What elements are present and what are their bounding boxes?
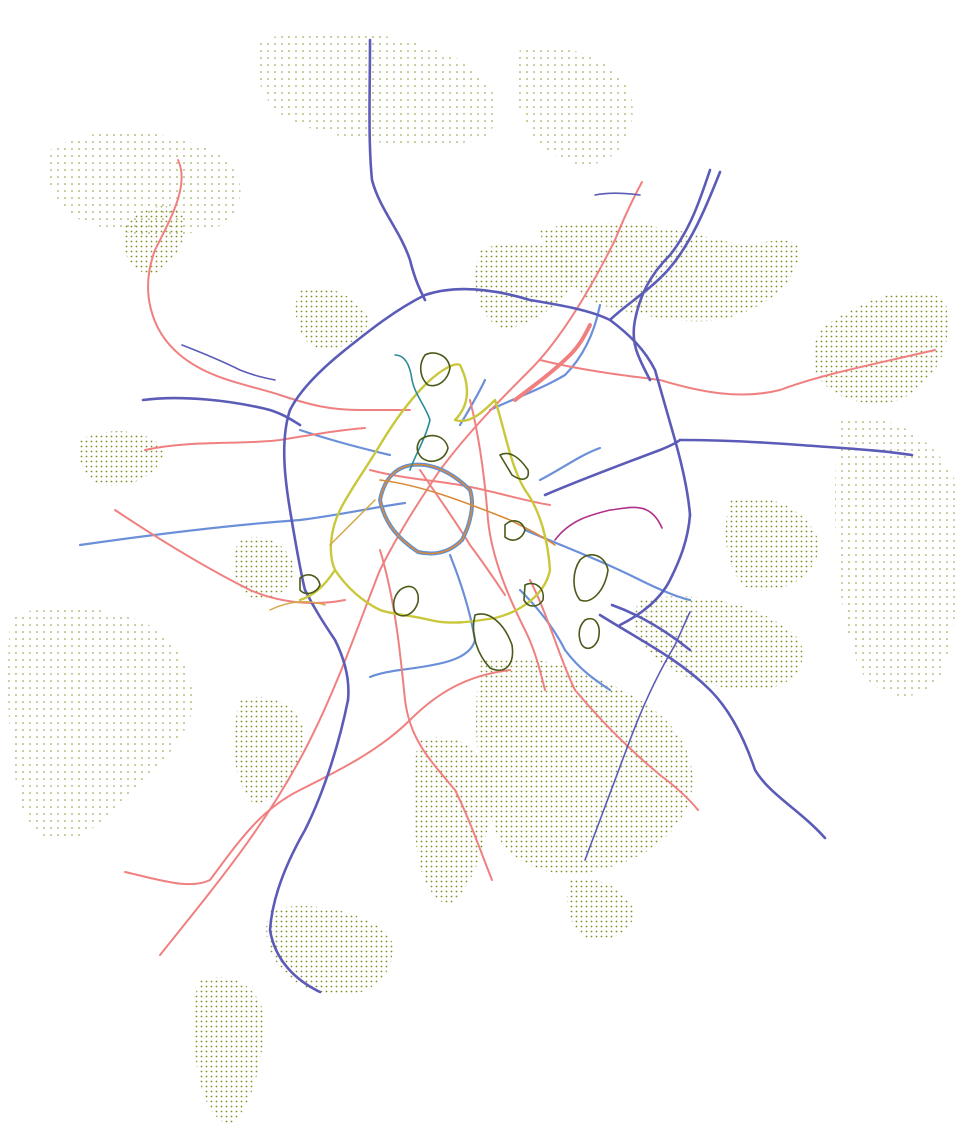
inner-ring-crossing	[379, 479, 556, 546]
road-west-boulevard	[78, 501, 407, 547]
green-area-southeast	[634, 596, 803, 690]
motorway-ring-north	[288, 287, 692, 517]
road-south-west-loop	[124, 669, 511, 886]
motorway-northeast-spur	[594, 192, 641, 196]
road-east-radial	[539, 349, 936, 396]
green-area-east-forest	[813, 291, 948, 404]
park-east-edge	[523, 582, 545, 607]
motorway-north	[368, 38, 427, 302]
green-area-north-fringe	[47, 131, 241, 235]
road-north-railyard	[513, 323, 592, 402]
inner-ring-road	[379, 463, 473, 555]
green-area-south-west	[234, 696, 305, 805]
road-south-avenue	[368, 553, 477, 679]
road-southeast-boulevard	[518, 588, 612, 692]
green-area-far-south	[266, 906, 393, 996]
road-north-teal	[394, 354, 431, 471]
motorway-southwest	[268, 698, 350, 994]
park-laeken	[419, 352, 451, 387]
park-northeast-strip	[498, 452, 530, 480]
purple-roads-layer	[554, 506, 663, 541]
park-west-cluster	[392, 585, 420, 617]
motorway-north-spur	[181, 344, 276, 381]
green-area-deep-south	[193, 976, 265, 1125]
park-woluwe	[573, 554, 609, 602]
motorway-west	[141, 396, 302, 427]
park-cambre	[472, 613, 514, 671]
park-north-square	[416, 434, 449, 462]
road-east-secondary	[538, 446, 602, 482]
motorway-east-link	[610, 603, 692, 652]
road-west-radial	[144, 427, 366, 451]
road-south-radial	[379, 549, 493, 881]
green-area-north-top	[256, 31, 498, 145]
green-areas-sparse-layer	[8, 31, 960, 840]
tertiary-roads-layer	[269, 499, 376, 611]
motorway-south-diagonal	[584, 611, 691, 861]
road-northwest-avenue	[298, 428, 392, 457]
green-area-west-central	[233, 536, 295, 599]
motorway-east-branch	[543, 438, 682, 497]
motorway-ring-west	[282, 408, 350, 702]
motorway-northeast	[632, 168, 712, 382]
green-area-sonian-forest	[476, 657, 693, 874]
road-west-tertiary	[329, 499, 376, 546]
green-area-northeast-top	[516, 46, 633, 165]
green-area-west	[78, 431, 165, 486]
green-area-north-east-band	[540, 222, 800, 322]
road-east-purple	[554, 506, 663, 541]
park-southeast-cluster	[578, 618, 600, 650]
ring-roads-layer	[298, 363, 552, 624]
road-northwest-radial	[147, 159, 411, 411]
green-area-west-fringe	[8, 606, 193, 840]
road-southwest-branch	[114, 509, 346, 604]
road-central-north-south	[469, 399, 546, 691]
green-areas-layer	[78, 206, 948, 1125]
road-southwest-tertiary	[269, 600, 326, 611]
park-east-cluster	[504, 520, 526, 541]
green-area-east-fringe	[835, 417, 960, 697]
park-outlines-layer	[299, 352, 609, 671]
park-northwest-tip	[299, 574, 321, 595]
road-southeast-radial	[529, 579, 699, 811]
teal-roads-layer	[394, 354, 431, 471]
green-area-east-central	[725, 497, 820, 591]
road-northeast-avenue	[488, 303, 602, 412]
motorway-northeast-2	[608, 170, 722, 322]
road-centre-diagonal	[419, 469, 506, 596]
green-area-north-west	[295, 287, 370, 349]
inner-ring-layer	[378, 462, 556, 556]
motorway-east	[678, 438, 914, 457]
road-southwest-radial	[159, 181, 643, 956]
green-area-south	[413, 736, 491, 905]
primary-roads-layer	[114, 159, 936, 956]
motorways-layer	[141, 38, 914, 994]
middle-ring-west-extension	[298, 568, 337, 602]
motorway-southeast	[598, 613, 827, 840]
road-east-avenue	[523, 528, 692, 602]
green-area-southeast-far	[566, 879, 635, 941]
road-central-east-west	[369, 469, 551, 506]
